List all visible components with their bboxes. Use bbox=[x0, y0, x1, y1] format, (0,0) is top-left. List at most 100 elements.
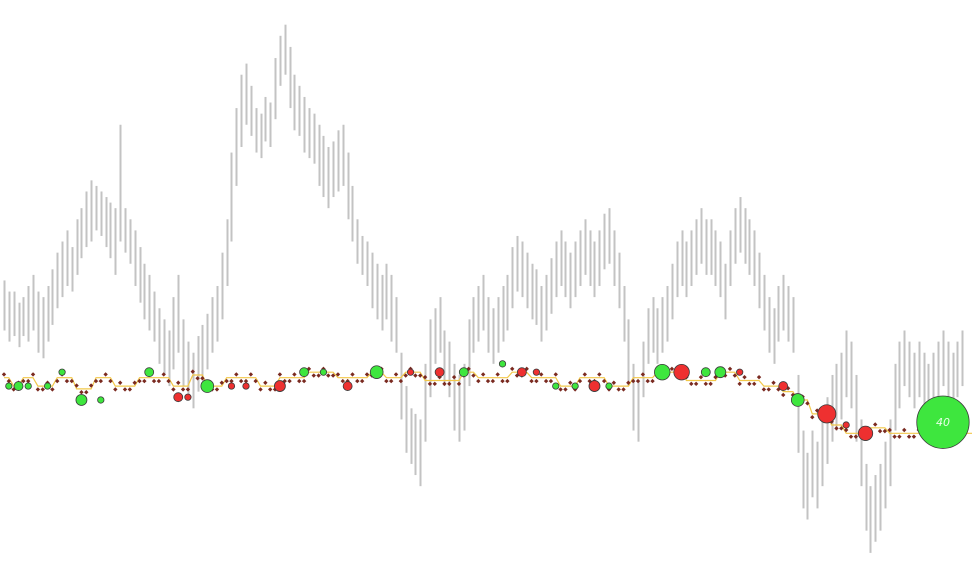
tick-diamond bbox=[601, 378, 607, 384]
buy-bubble bbox=[319, 368, 328, 376]
tick-diamond bbox=[6, 378, 12, 384]
buy-bubble bbox=[790, 393, 805, 407]
tick-diamond bbox=[171, 387, 176, 392]
bubble-size-label: 40 bbox=[936, 416, 950, 429]
tick-diamond bbox=[219, 380, 224, 385]
buy-bubble bbox=[458, 367, 469, 378]
tick-diamond bbox=[756, 374, 762, 380]
tick-diamond bbox=[350, 372, 355, 377]
tick-diamond bbox=[122, 387, 128, 392]
buy-bubble bbox=[24, 382, 32, 390]
tick-diamond bbox=[781, 392, 786, 398]
tick-diamond bbox=[843, 427, 849, 433]
tick-diamond bbox=[693, 381, 699, 387]
tick-diamond bbox=[418, 373, 423, 378]
tick-diamond bbox=[616, 387, 621, 392]
tick-diamond bbox=[597, 372, 602, 377]
tick-diamond bbox=[229, 378, 234, 384]
tick-diamond bbox=[432, 381, 437, 387]
tick-diamond bbox=[21, 378, 26, 384]
buy-bubble bbox=[5, 382, 13, 390]
sell-bubble bbox=[673, 363, 690, 381]
tick-diamond bbox=[708, 381, 713, 387]
buy-bubble bbox=[700, 367, 711, 378]
tick-diamond bbox=[64, 378, 70, 384]
tick-diamond bbox=[1, 372, 7, 377]
tick-diamond bbox=[558, 387, 563, 392]
buy-bubble bbox=[97, 396, 105, 404]
tick-diamond bbox=[911, 434, 917, 439]
buy-bubble bbox=[654, 363, 671, 381]
sell-bubble bbox=[242, 382, 250, 390]
tick-diamond bbox=[238, 378, 244, 384]
tick-diamond bbox=[330, 373, 336, 378]
tick-diamond bbox=[142, 378, 147, 384]
tick-diamond bbox=[543, 378, 549, 384]
sell-bubble bbox=[227, 382, 236, 390]
sell-bubble bbox=[184, 393, 192, 401]
sell-bubble bbox=[842, 421, 850, 429]
buy-bubble bbox=[13, 381, 24, 391]
tick-diamond bbox=[335, 372, 341, 377]
tick-diamond bbox=[301, 378, 307, 384]
tick-diamond bbox=[563, 387, 568, 392]
tick-diamond bbox=[669, 366, 675, 372]
tick-diamond bbox=[190, 369, 195, 374]
buy-bubble bbox=[605, 382, 613, 390]
tick-diamond bbox=[742, 374, 747, 380]
tick-diamond bbox=[364, 372, 370, 377]
price-bars bbox=[3, 24, 964, 553]
tick-diamond bbox=[771, 380, 776, 385]
buy-bubble bbox=[299, 367, 309, 378]
tick-diamond bbox=[853, 434, 859, 439]
tick-diamond bbox=[761, 387, 767, 392]
tick-diamond bbox=[413, 373, 418, 378]
tick-diamond bbox=[214, 387, 220, 392]
tick-diamond bbox=[897, 434, 902, 439]
tick-diamond bbox=[485, 378, 491, 384]
sell-bubble bbox=[434, 367, 445, 378]
tick-diamond bbox=[480, 372, 486, 377]
tick-diamond bbox=[224, 378, 229, 384]
tick-diamond bbox=[713, 374, 718, 380]
tick-diamond bbox=[292, 372, 297, 377]
tick-diamond bbox=[752, 381, 757, 387]
tick-diamond bbox=[631, 378, 636, 384]
tick-diamond bbox=[180, 387, 186, 392]
tick-diamond bbox=[30, 372, 36, 377]
tick-diamond bbox=[529, 378, 534, 384]
tick-diamond bbox=[766, 387, 771, 392]
buy-bubble bbox=[75, 394, 88, 406]
tick-diamond bbox=[834, 426, 839, 431]
tick-diamond bbox=[113, 387, 118, 392]
tick-diamond bbox=[35, 387, 41, 392]
tick-diamond bbox=[359, 378, 365, 384]
tick-diamond bbox=[635, 378, 641, 384]
sell-bubble bbox=[173, 392, 184, 403]
tick-diamond bbox=[877, 428, 883, 434]
tick-diamond bbox=[166, 378, 171, 384]
tick-diamond bbox=[548, 378, 554, 384]
buy-bubble bbox=[200, 379, 215, 393]
tick-diamond bbox=[582, 372, 587, 377]
tick-diamond bbox=[98, 378, 103, 384]
tick-diamond bbox=[645, 378, 650, 384]
tick-diamond bbox=[297, 378, 302, 384]
sell-bubble bbox=[532, 368, 541, 376]
tick-diamond bbox=[476, 378, 481, 384]
tick-diamond bbox=[79, 389, 84, 395]
tick-diamond bbox=[137, 378, 142, 384]
tick-diamond bbox=[805, 401, 810, 406]
tick-diamond bbox=[253, 378, 258, 384]
tick-diamond bbox=[539, 372, 544, 377]
tick-diamond bbox=[156, 378, 162, 384]
tick-diamond bbox=[839, 426, 844, 431]
tick-diamond bbox=[626, 380, 631, 385]
tick-diamond bbox=[263, 380, 268, 385]
tick-diamond bbox=[248, 372, 254, 377]
buy-bubble bbox=[498, 360, 507, 368]
tick-diamond bbox=[258, 387, 263, 392]
tick-diamond bbox=[268, 387, 273, 392]
buy-bubble bbox=[552, 382, 560, 390]
tick-diamond bbox=[103, 372, 108, 377]
